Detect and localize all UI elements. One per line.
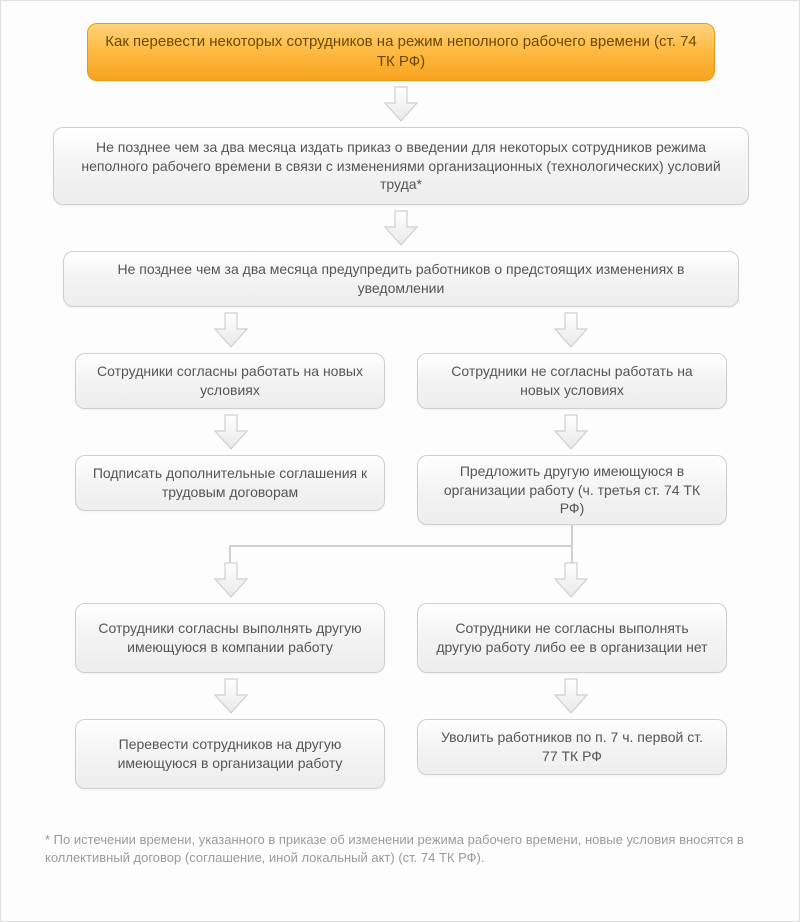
flow-arrow-icon <box>213 677 249 715</box>
node-text: Сотрудники не согласны выполнять другую … <box>434 619 710 657</box>
flow-arrow-icon <box>553 677 589 715</box>
flow-node-4-left: Подписать дополнительные соглашения к тр… <box>75 455 385 511</box>
flow-node-4-right: Предложить другую имеющуюся в организаци… <box>417 455 727 525</box>
node-text: Сотрудники согласны выполнять другую име… <box>92 619 368 657</box>
flow-node-2: Не позднее чем за два месяца предупредит… <box>63 251 739 307</box>
node-text: Сотрудники согласны работать на новых ус… <box>92 362 368 400</box>
flow-node-6-left: Перевести сотрудников на другую имеющуюс… <box>75 719 385 789</box>
flow-node-3-left: Сотрудники согласны работать на новых ус… <box>75 353 385 409</box>
connector-segment <box>229 545 573 547</box>
flow-arrow-icon <box>213 311 249 349</box>
node-text: Подписать дополнительные соглашения к тр… <box>92 464 368 502</box>
flow-arrow-icon <box>553 311 589 349</box>
node-text: Перевести сотрудников на другую имеющуюс… <box>92 735 368 773</box>
flow-arrow-icon <box>213 561 249 599</box>
flowchart-canvas: Как перевести некоторых сотрудников на р… <box>0 0 800 922</box>
flow-arrow-icon <box>553 413 589 451</box>
node-text: Сотрудники не согласны работать на новых… <box>434 362 710 400</box>
footnote-text: * По истечении времени, указанного в при… <box>45 831 757 866</box>
node-text: Не позднее чем за два месяца предупредит… <box>80 260 722 298</box>
flow-node-1: Не позднее чем за два месяца издать прик… <box>53 127 749 205</box>
flow-arrow-icon <box>553 561 589 599</box>
flow-node-header: Как перевести некоторых сотрудников на р… <box>87 23 715 81</box>
connector-segment <box>571 525 573 547</box>
flow-arrow-icon <box>383 85 419 123</box>
flow-node-6-right: Уволить работников по п. 7 ч. первой ст.… <box>417 719 727 775</box>
flow-arrow-icon <box>213 413 249 451</box>
flow-node-5-right: Сотрудники не согласны выполнять другую … <box>417 603 727 673</box>
flow-arrow-icon <box>383 209 419 247</box>
node-text: Предложить другую имеющуюся в организаци… <box>434 462 710 519</box>
flow-node-5-left: Сотрудники согласны выполнять другую име… <box>75 603 385 673</box>
node-text: Не позднее чем за два месяца издать прик… <box>70 138 732 195</box>
node-text: Уволить работников по п. 7 ч. первой ст.… <box>434 728 710 766</box>
node-text: Как перевести некоторых сотрудников на р… <box>104 32 698 73</box>
flow-node-3-right: Сотрудники не согласны работать на новых… <box>417 353 727 409</box>
